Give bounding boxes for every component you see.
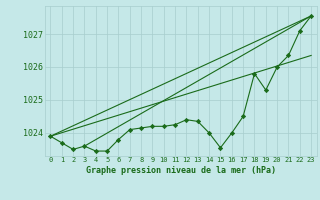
X-axis label: Graphe pression niveau de la mer (hPa): Graphe pression niveau de la mer (hPa) xyxy=(86,166,276,175)
